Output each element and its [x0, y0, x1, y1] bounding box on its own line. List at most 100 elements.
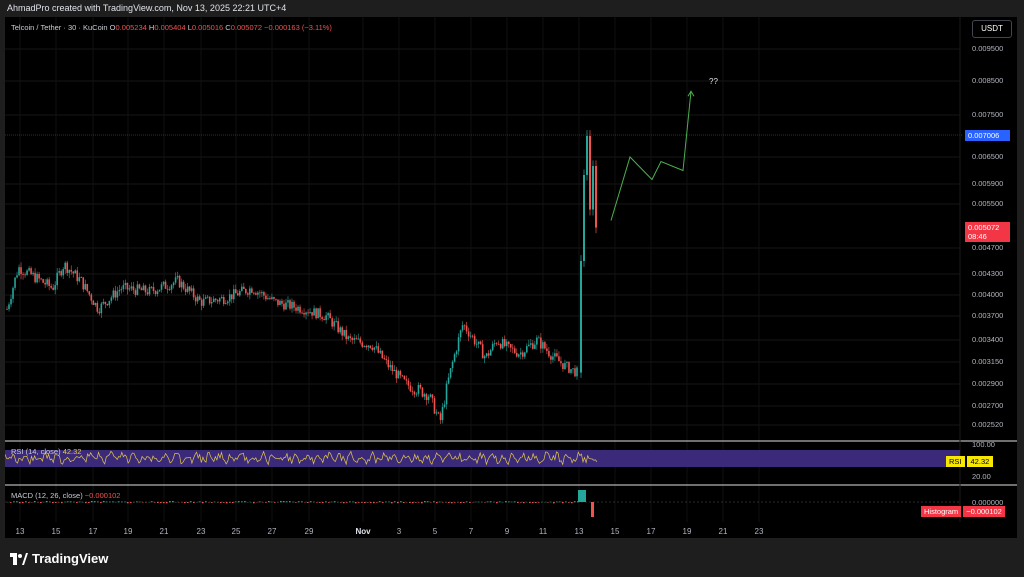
macd-histogram-bar [190, 501, 192, 503]
time-tick: Nov [355, 527, 371, 536]
macd-histogram-bar [535, 502, 537, 504]
macd-histogram-bar [160, 502, 162, 503]
candle-body [8, 304, 10, 310]
candle-body [361, 342, 364, 347]
candle-body [267, 298, 269, 300]
candle-body [507, 341, 510, 345]
candle-body [435, 412, 438, 414]
macd-histogram-bar [463, 502, 465, 503]
projection-question-text[interactable]: ?? [709, 77, 718, 86]
candle-body [307, 312, 309, 314]
price-tick: 0.002520 [972, 420, 1004, 429]
candle-body [443, 404, 446, 408]
watermark-text: TradingView [32, 551, 109, 566]
time-tick: 11 [538, 527, 548, 536]
candle-body [534, 344, 536, 349]
candle-body [212, 298, 215, 303]
tradingview-watermark[interactable]: TradingView [10, 551, 108, 566]
macd-histogram-bar [451, 502, 453, 504]
price-tick: 0.003400 [972, 335, 1004, 344]
candle-body [70, 269, 73, 272]
candle-body [198, 296, 201, 300]
candle-body [40, 278, 42, 280]
high-value: 0.005404 [154, 23, 186, 32]
candle-body [520, 352, 522, 355]
symbol-name[interactable]: Telcoin / Tether · 30 · KuCoin [11, 23, 108, 32]
candle-body [572, 368, 574, 370]
candle-body [365, 345, 368, 348]
macd-histogram-bar [16, 501, 18, 503]
candle-body [560, 361, 562, 364]
candle-body [243, 286, 245, 289]
candle-body [413, 391, 416, 395]
chart-canvas[interactable] [5, 17, 1017, 538]
candle-body [513, 348, 516, 353]
macd-histogram-bar [157, 502, 159, 504]
candle-body [204, 297, 207, 299]
candle-body [381, 350, 384, 359]
candle-body [311, 312, 313, 316]
candle-body [471, 335, 474, 337]
candle-body [164, 281, 167, 289]
candle-body [313, 308, 315, 316]
macd-histogram-bar [496, 502, 498, 504]
candle-body [592, 166, 594, 210]
macd-histogram-bar [283, 501, 285, 503]
candle-body [369, 345, 372, 348]
last-price-value: 0.005072 [968, 223, 1000, 232]
macd-histogram-bar [382, 502, 384, 503]
rsi-label[interactable]: RSI (14, close) [11, 447, 61, 456]
candle-body [511, 347, 514, 349]
candle-body [574, 368, 576, 377]
candle-body [249, 288, 251, 295]
candle-body [261, 292, 263, 294]
price-tick: 0.004300 [972, 269, 1004, 278]
close-label: C [225, 23, 231, 32]
currency-unit-button[interactable]: USDT [972, 20, 1012, 38]
symbol-legend: Telcoin / Tether · 30 · KuCoin O0.005234… [11, 23, 332, 32]
candle-body [138, 284, 141, 289]
price-tick: 0.008500 [972, 76, 1004, 85]
candle-body [391, 365, 394, 372]
macd-histogram-bar [61, 502, 63, 504]
candle-body [12, 287, 14, 299]
price-tick: 0.003150 [972, 357, 1004, 366]
candle-body [34, 272, 36, 283]
macd-histogram-bar [568, 502, 570, 503]
candle-body [377, 346, 380, 353]
last-price-badge: 0.005072 08:46 [965, 222, 1010, 242]
macd-histogram-bar [322, 502, 324, 503]
candle-body [50, 285, 52, 288]
price-tick: 0.003700 [972, 311, 1004, 320]
macd-histogram-bar [136, 501, 138, 503]
macd-histogram-bar [199, 501, 201, 503]
candle-body [349, 336, 352, 338]
candle-body [108, 300, 111, 306]
candle-body [259, 292, 261, 294]
candle-body [28, 268, 30, 271]
candle-body [401, 375, 404, 377]
candle-body [230, 294, 233, 300]
candle-body [411, 391, 414, 393]
macd-label[interactable]: MACD (12, 26, close) [11, 491, 83, 500]
candle-body [526, 346, 528, 353]
candle-body [558, 356, 560, 362]
macd-histogram-bar [388, 501, 390, 503]
macd-histogram-bar [127, 502, 129, 504]
macd-histogram-bar [328, 502, 330, 503]
rsi-value: 42.32 [62, 447, 82, 456]
candle-body [10, 298, 12, 305]
candle-body [295, 307, 297, 311]
macd-histogram-bar [373, 502, 375, 504]
candle-body [421, 387, 424, 397]
candle-body [218, 298, 221, 302]
macd-histogram-bar [361, 502, 363, 503]
candle-body [134, 290, 137, 295]
candle-body [263, 292, 265, 296]
macd-histogram-bar [364, 502, 366, 504]
price-chart[interactable]: Telcoin / Tether · 30 · KuCoin O0.005234… [5, 17, 1017, 538]
macd-histogram-bar [244, 501, 246, 503]
macd-histogram-bar [433, 501, 435, 503]
macd-histogram-bar [325, 501, 327, 503]
macd-histogram-bar [313, 501, 315, 503]
